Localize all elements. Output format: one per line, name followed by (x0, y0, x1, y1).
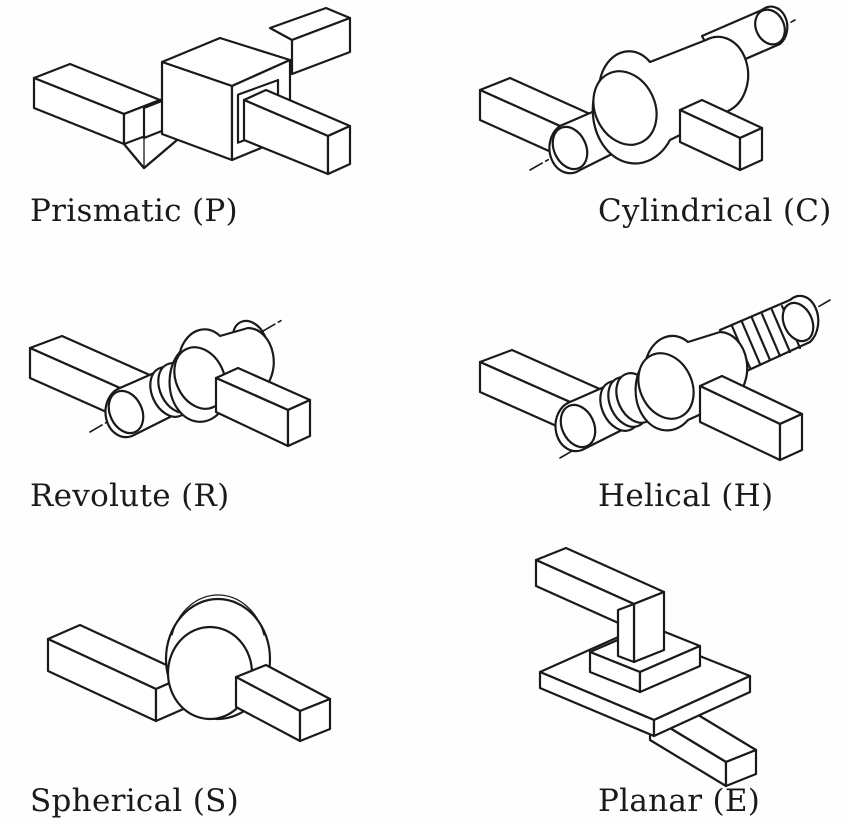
spherical-label: Spherical (S) (30, 783, 240, 819)
revolute-joint-illustration (28, 319, 312, 448)
cylindrical-label: Cylindrical (C) (598, 193, 832, 229)
planar-label: Planar (E) (598, 783, 761, 819)
revolute-label: Revolute (R) (30, 478, 230, 514)
planar-joint-illustration (534, 546, 758, 788)
spherical-joint-illustration (46, 594, 332, 743)
cylindrical-joint-illustration (478, 5, 796, 175)
helical-joint-illustration (478, 294, 831, 462)
helical-label: Helical (H) (598, 478, 774, 514)
prismatic-joint-illustration (32, 6, 352, 176)
prismatic-label: Prismatic (P) (30, 193, 238, 229)
